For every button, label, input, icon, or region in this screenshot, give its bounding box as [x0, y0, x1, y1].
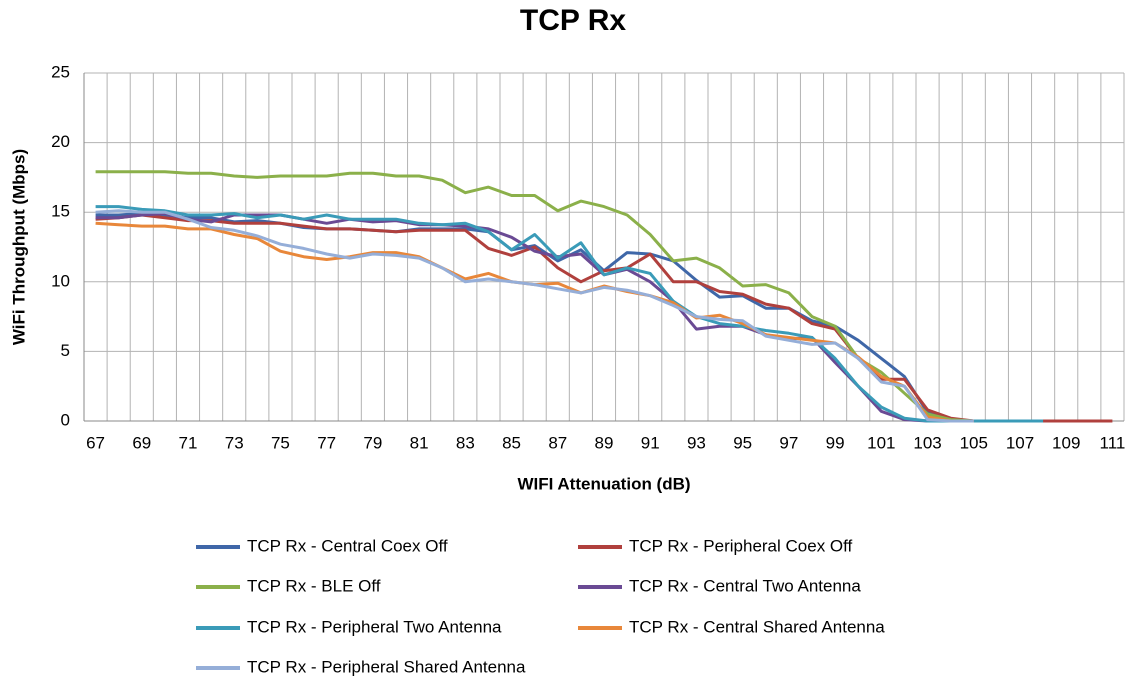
legend-label: TCP Rx - BLE Off [247, 576, 381, 595]
x-tick-label: 91 [641, 433, 660, 452]
x-tick-label: 109 [1052, 433, 1080, 452]
x-tick-label: 83 [456, 433, 475, 452]
y-tick-label: 10 [51, 271, 70, 290]
legend-label: TCP Rx - Peripheral Coex Off [629, 536, 853, 555]
x-tick-label: 75 [271, 433, 290, 452]
legend-label: TCP Rx - Central Two Antenna [629, 576, 861, 595]
x-tick-label: 71 [179, 433, 198, 452]
y-tick-label: 20 [51, 132, 70, 151]
legend-label: TCP Rx - Central Shared Antenna [629, 617, 885, 636]
y-tick-label: 0 [61, 410, 70, 429]
x-tick-label: 81 [410, 433, 429, 452]
x-tick-label: 89 [595, 433, 614, 452]
y-tick-label: 25 [51, 62, 70, 81]
series-line [95, 213, 1113, 423]
series-line [95, 221, 974, 423]
legend-label: TCP Rx - Central Coex Off [247, 536, 448, 555]
x-tick-label: 87 [548, 433, 567, 452]
series-line [95, 205, 1044, 423]
x-tick-label: 79 [363, 433, 382, 452]
x-tick-label: 105 [960, 433, 988, 452]
x-tick-label: 99 [826, 433, 845, 452]
y-tick-label: 5 [61, 341, 70, 360]
x-tick-label: 73 [225, 433, 244, 452]
series-line [95, 209, 974, 423]
x-tick-label: 111 [1100, 433, 1126, 452]
chart-title: TCP Rx [520, 4, 626, 37]
series-line [95, 212, 974, 423]
y-axis-label: WiFi Throughput (Mbps) [9, 149, 28, 345]
x-tick-label: 93 [687, 433, 706, 452]
x-tick-label: 103 [913, 433, 941, 452]
x-axis-label: WIFI Attenuation (dB) [517, 474, 690, 493]
x-tick-label: 95 [733, 433, 752, 452]
series-line [95, 170, 974, 423]
x-tick-label: 69 [132, 433, 151, 452]
x-tick-label: 67 [86, 433, 105, 452]
legend-label: TCP Rx - Peripheral Two Antenna [247, 617, 502, 636]
x-tick-label: 101 [867, 433, 895, 452]
x-tick-label: 107 [1006, 433, 1034, 452]
x-tick-label: 97 [779, 433, 798, 452]
legend-label: TCP Rx - Peripheral Shared Antenna [247, 657, 526, 676]
x-tick-label: 85 [502, 433, 521, 452]
x-tick-label: 77 [317, 433, 336, 452]
y-tick-label: 15 [51, 202, 70, 221]
